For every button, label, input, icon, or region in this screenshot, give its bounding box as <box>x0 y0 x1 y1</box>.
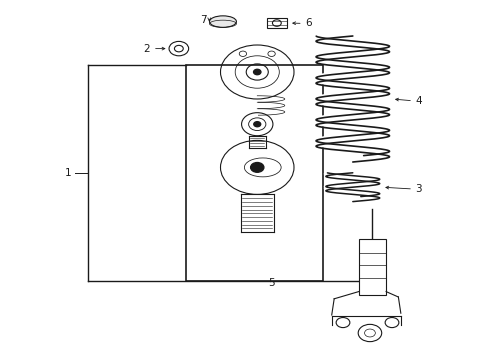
Bar <box>359 239 386 295</box>
Ellipse shape <box>210 16 237 27</box>
Text: 4: 4 <box>416 96 422 106</box>
Circle shape <box>254 122 261 127</box>
Bar <box>186 65 323 281</box>
Circle shape <box>254 69 261 75</box>
Text: 6: 6 <box>305 18 312 28</box>
Text: 5: 5 <box>269 278 275 288</box>
Bar <box>267 18 287 28</box>
Circle shape <box>251 162 264 172</box>
Text: 2: 2 <box>144 44 150 54</box>
Text: 7: 7 <box>200 15 207 25</box>
Text: 1: 1 <box>65 168 72 178</box>
Text: 3: 3 <box>416 184 422 194</box>
